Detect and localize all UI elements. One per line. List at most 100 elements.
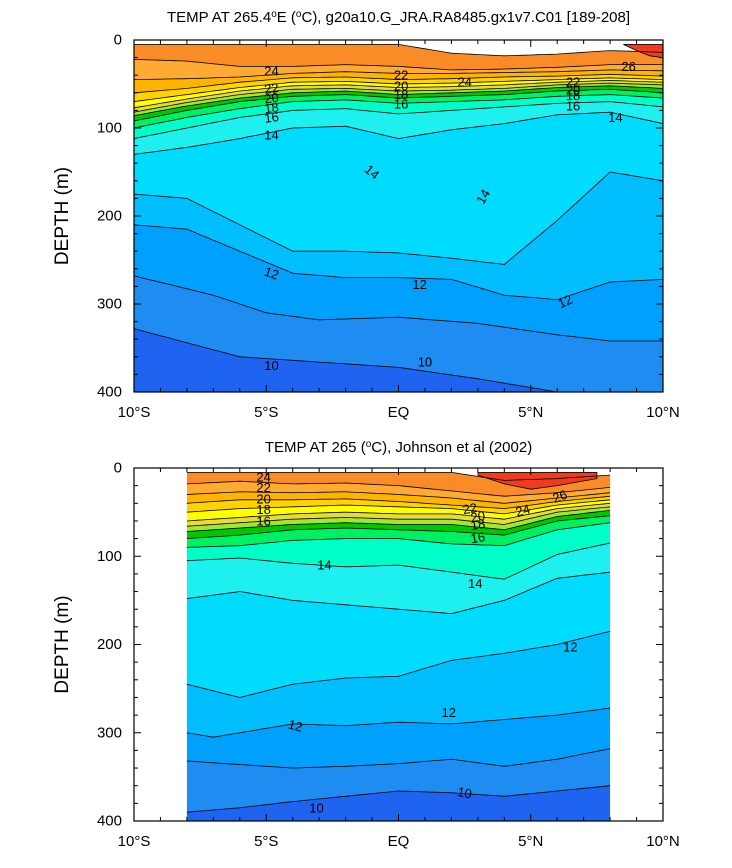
contour-label: 18 (469, 516, 486, 533)
contour-line (133, 111, 664, 155)
contour-line (186, 542, 611, 580)
contour-line (186, 785, 611, 813)
contour-label: 10 (456, 784, 473, 802)
contour-label: 12 (412, 277, 426, 292)
contour-line (133, 69, 664, 80)
contour-line (186, 515, 611, 539)
contour-line (186, 510, 611, 532)
contour-line (186, 491, 611, 504)
contour-label: 20 (394, 78, 408, 93)
contour-label: 16 (263, 109, 279, 126)
contour-band (134, 112, 663, 265)
x-tick-label: 5°N (518, 404, 543, 421)
y-tick-label: 300 (97, 296, 122, 313)
contour-label: 12 (555, 292, 574, 312)
contour-line (133, 101, 664, 139)
contour-label: 24 (457, 75, 471, 90)
contour-band (186, 481, 611, 504)
contour-label: 22 (461, 500, 478, 517)
contour-label: 14 (317, 558, 331, 573)
contour-band (186, 472, 611, 497)
y-tick-label: 100 (97, 120, 122, 137)
x-tick-label: 5°S (254, 404, 278, 421)
panel-observations: 24222018162220181624261414121212101010°S… (52, 439, 680, 851)
contour-label: 22 (394, 68, 408, 83)
contour-band (186, 572, 611, 698)
contour-band (134, 44, 663, 70)
y-tick-label: 300 (97, 724, 122, 741)
contour-label: 12 (563, 640, 577, 655)
contour-band (186, 522, 611, 580)
contour-band (186, 515, 611, 548)
contour-label: 22 (256, 480, 270, 495)
y-axis: 0 100 200 300 400 (97, 460, 663, 830)
contour-band (186, 708, 611, 768)
contour-label: 20 (469, 508, 486, 525)
contour-line (133, 88, 664, 122)
contour-line (133, 85, 664, 117)
contour-band (134, 101, 663, 155)
contour-label: 18 (256, 502, 270, 517)
contour-label: 14 (468, 576, 482, 591)
contour-label: 26 (550, 487, 569, 506)
contour-label: 14 (264, 128, 278, 143)
contour-label: 24 (256, 469, 270, 484)
contour-line (133, 77, 664, 102)
contour-label: 18 (263, 99, 279, 116)
contour-band (186, 785, 611, 821)
contour-label: 16 (469, 529, 486, 546)
chart-title: TEMP AT 265 (oC), Johnson et al (2002) (265, 439, 532, 457)
contour-label: 24 (514, 501, 532, 519)
contour-labels: 2422201816222018162426222018161414141412… (262, 59, 636, 373)
contour-band (186, 499, 611, 521)
contour-band (186, 496, 611, 514)
contour-band (186, 491, 611, 509)
y-axis: 0 100 200 300 400 (97, 32, 663, 401)
y-tick-label: 0 (114, 460, 122, 477)
x-tick-label: 10°N (646, 833, 680, 850)
contour-label: 26 (621, 59, 635, 74)
contour-label: 10 (264, 358, 278, 373)
contour-label: 18 (394, 87, 408, 102)
y-tick-label: 400 (97, 384, 122, 401)
contour-label: 12 (262, 264, 281, 283)
contour-line (133, 80, 664, 109)
chart-title: TEMP AT 265.4oE (oC), g20a10.G_JRA.RA848… (167, 9, 630, 27)
contour-line (186, 522, 611, 548)
contour-label: 12 (442, 705, 456, 720)
contour-line (133, 59, 663, 71)
contour-band (134, 172, 663, 300)
panel-model: 2422201816222018162426222018161414141412… (52, 9, 680, 422)
contour-line (133, 73, 664, 94)
contour-band (134, 59, 663, 80)
contour-line (186, 495, 611, 510)
contour-line (186, 630, 611, 698)
contour-line (186, 502, 611, 522)
contour-band (134, 69, 663, 93)
contour-band (134, 328, 663, 392)
x-tick-label: 5°N (518, 833, 543, 850)
contour-label: 18 (566, 88, 580, 103)
contour-label: 20 (263, 90, 279, 107)
contour-fill (134, 44, 664, 392)
contour-line (133, 82, 664, 113)
x-tick-label: EQ (388, 833, 410, 850)
x-tick-label: EQ (388, 404, 410, 421)
x-tick-label: 5°S (254, 833, 278, 850)
y-tick-label: 100 (97, 548, 122, 565)
contour-band (186, 506, 611, 532)
contour-band (134, 94, 663, 139)
contour-line (186, 499, 611, 515)
contour-label: 16 (256, 513, 270, 528)
contour-line (186, 707, 611, 738)
contour-label: 22 (566, 75, 580, 90)
contour-line (186, 480, 611, 497)
contour-line (133, 275, 663, 342)
contour-band (186, 503, 611, 527)
contour-band (134, 224, 663, 341)
contour-label: 14 (473, 187, 493, 207)
contour-line (186, 571, 611, 615)
contour-label: 24 (264, 63, 278, 78)
